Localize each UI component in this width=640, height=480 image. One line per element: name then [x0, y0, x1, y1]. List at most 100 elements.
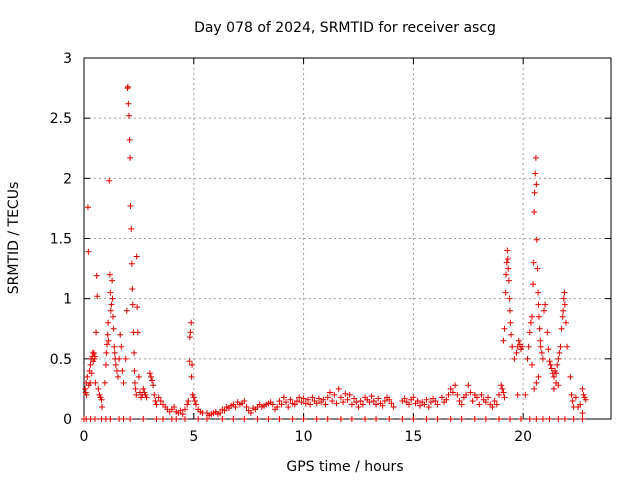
data-point	[432, 397, 439, 404]
data-points	[81, 83, 589, 422]
data-point	[447, 385, 454, 392]
data-point	[579, 385, 586, 392]
data-point	[189, 361, 196, 368]
data-point	[531, 189, 538, 196]
data-point	[105, 337, 112, 344]
data-point	[254, 416, 261, 422]
data-point	[127, 416, 134, 422]
data-point	[92, 379, 99, 386]
data-point	[373, 401, 380, 408]
data-point	[203, 416, 210, 422]
data-point	[503, 259, 510, 266]
data-point	[381, 397, 388, 404]
data-point	[342, 390, 349, 397]
data-point	[134, 329, 141, 336]
data-point	[126, 112, 133, 119]
data-point	[561, 416, 568, 422]
data-point	[182, 406, 189, 413]
data-point	[500, 389, 507, 396]
data-point	[243, 403, 250, 410]
data-point	[110, 325, 117, 332]
data-point	[546, 358, 553, 365]
data-point	[555, 416, 562, 422]
data-point	[134, 304, 141, 311]
data-point	[128, 225, 135, 232]
data-point	[454, 391, 461, 398]
data-point	[351, 395, 358, 402]
data-point	[532, 154, 539, 161]
data-point	[241, 416, 248, 422]
data-point	[103, 349, 110, 356]
data-point	[120, 416, 127, 422]
data-point	[107, 289, 114, 296]
data-point	[173, 416, 180, 422]
data-point	[133, 253, 140, 260]
data-point	[131, 349, 138, 356]
data-point	[474, 394, 481, 401]
data-point	[291, 401, 298, 408]
data-point	[507, 319, 514, 326]
data-point	[458, 401, 465, 408]
data-point	[107, 307, 114, 314]
data-point	[131, 367, 138, 374]
data-point	[388, 400, 395, 407]
data-point	[449, 389, 456, 396]
data-point	[122, 355, 129, 362]
data-point	[188, 373, 195, 380]
data-point	[247, 409, 254, 416]
data-point	[140, 416, 147, 422]
data-point	[499, 385, 506, 392]
data-point	[570, 416, 577, 422]
data-point	[501, 394, 508, 401]
data-point	[386, 416, 393, 422]
data-point	[331, 391, 338, 398]
data-point	[109, 295, 116, 302]
y-tick-label: 2	[63, 171, 72, 187]
data-point	[315, 395, 322, 402]
data-point	[304, 396, 311, 403]
data-point	[513, 349, 520, 356]
data-point	[116, 355, 123, 362]
x-tick-label: 20	[514, 429, 532, 445]
data-point	[533, 379, 540, 386]
data-point	[313, 416, 320, 422]
data-point	[340, 399, 347, 406]
data-point	[221, 407, 228, 414]
data-point	[401, 395, 408, 402]
data-point	[104, 341, 111, 348]
data-point	[539, 416, 546, 422]
data-point	[556, 349, 563, 356]
data-point	[91, 416, 98, 422]
data-point	[357, 397, 364, 404]
data-point	[533, 236, 540, 243]
data-point	[405, 401, 412, 408]
data-point	[368, 393, 375, 400]
data-point	[91, 353, 98, 360]
data-point	[106, 271, 113, 278]
data-point	[337, 416, 344, 422]
data-point	[90, 349, 97, 356]
data-point	[535, 313, 542, 320]
data-point	[160, 416, 167, 422]
data-point	[524, 355, 531, 362]
data-point	[320, 396, 327, 403]
data-point	[550, 385, 557, 392]
data-point	[87, 379, 94, 386]
x-tick-label: 15	[404, 429, 422, 445]
data-point	[561, 289, 568, 296]
data-point	[506, 307, 513, 314]
y-axis-label: SRMTID / TECUs	[6, 182, 22, 295]
data-point	[537, 337, 544, 344]
data-point	[269, 401, 276, 408]
data-point	[434, 401, 441, 408]
y-tick-label: 1	[63, 292, 72, 308]
data-point	[217, 409, 224, 416]
data-point	[132, 385, 139, 392]
data-point	[572, 394, 579, 401]
data-point	[127, 154, 134, 161]
data-point	[522, 391, 529, 398]
data-point	[503, 271, 510, 278]
data-point	[153, 401, 160, 408]
data-point	[129, 301, 136, 308]
